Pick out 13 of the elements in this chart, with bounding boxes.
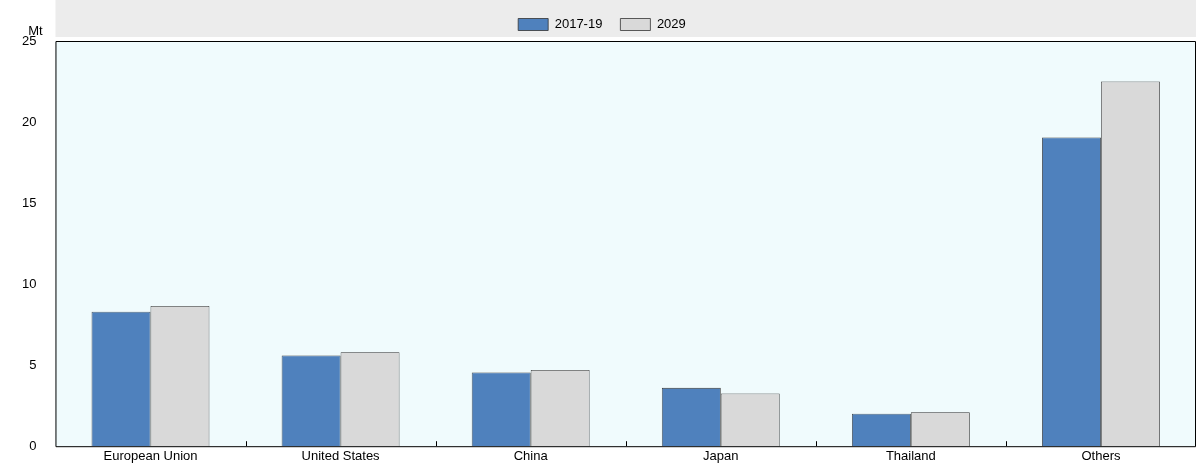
x-tick-label: Others (1081, 447, 1121, 463)
x-tick-label: Thailand (885, 447, 936, 463)
x-tick-label: Japan (703, 447, 739, 463)
y-tick-label: 10 (21, 275, 37, 291)
x-tick-label: China (513, 447, 549, 463)
legend-label: 2017-19 (554, 16, 603, 32)
x-tick-label: European Union (103, 447, 198, 463)
y-tick-label: 5 (29, 356, 37, 372)
x-tick-label: United States (301, 447, 381, 463)
y-tick-label: 0 (29, 437, 37, 453)
y-tick-label: 15 (21, 194, 37, 210)
legend-label: 2029 (656, 16, 686, 32)
y-tick-label: 20 (21, 113, 37, 129)
